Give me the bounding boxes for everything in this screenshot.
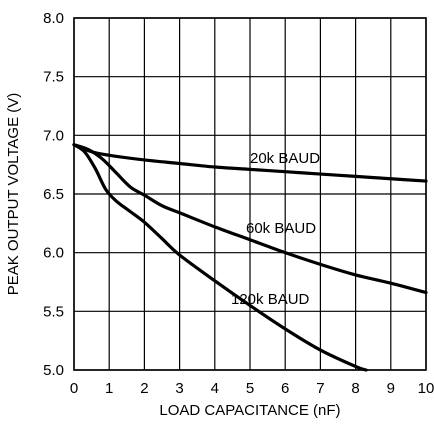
y-tick-label: 6.0 (43, 245, 64, 262)
x-axis-label: LOAD CAPACITANCE (nF) (159, 402, 340, 419)
x-tick-labels: 0 1 2 3 4 5 6 7 8 9 10 (70, 380, 434, 397)
x-tick-label: 9 (387, 380, 395, 397)
x-tick-label: 6 (281, 380, 289, 397)
x-tick-label: 5 (246, 380, 254, 397)
y-axis-label: PEAK OUTPUT VOLTAGE (V) (5, 93, 22, 296)
grid (73, 17, 427, 371)
x-tick-label: 10 (418, 380, 434, 397)
x-tick-label: 1 (105, 380, 113, 397)
series-label-120k-baud: 120k BAUD (231, 291, 310, 308)
series-label-60k-baud: 60k BAUD (246, 220, 316, 237)
plot-frame (73, 17, 427, 371)
y-tick-label: 7.0 (43, 127, 64, 144)
series-line-1 (72, 143, 428, 295)
y-tick-labels: 5.0 5.5 6.0 6.5 7.0 7.5 8.0 (43, 10, 64, 379)
curves (72, 143, 428, 372)
x-tick-label: 3 (175, 380, 183, 397)
x-tick-label: 4 (211, 380, 219, 397)
x-tick-label: 7 (316, 380, 324, 397)
y-tick-label: 7.5 (43, 69, 64, 86)
series-label-20k-baud: 20k BAUD (250, 150, 320, 167)
series-line-2 (72, 143, 368, 372)
series-line-0 (72, 143, 428, 183)
x-tick-label: 8 (351, 380, 359, 397)
x-tick-label: 0 (70, 380, 78, 397)
x-tick-label: 2 (140, 380, 148, 397)
y-tick-label: 8.0 (43, 10, 64, 27)
y-tick-label: 5.5 (43, 303, 64, 320)
y-tick-label: 6.5 (43, 186, 64, 203)
y-tick-label: 5.0 (43, 362, 64, 379)
